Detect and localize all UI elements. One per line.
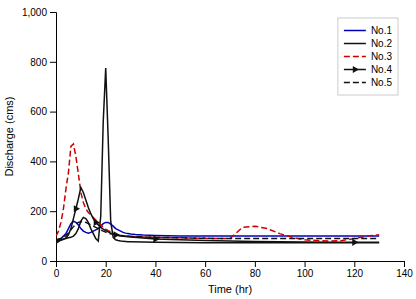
tick: 60 xyxy=(200,261,212,279)
marker xyxy=(74,205,80,212)
tick-label: 60 xyxy=(200,268,212,279)
axis-line xyxy=(50,13,57,262)
tick-mark xyxy=(106,261,107,267)
y-axis: 0 200 400 600 800 1,000 xyxy=(22,7,57,267)
tick-label: 600 xyxy=(30,106,47,117)
tick-mark xyxy=(354,261,355,267)
legend-box xyxy=(338,18,398,95)
tick: 800 xyxy=(30,57,56,68)
legend-marker xyxy=(353,66,359,73)
tick: 600 xyxy=(30,106,56,117)
tick: 1,000 xyxy=(22,7,56,18)
tick-label: 400 xyxy=(30,156,47,167)
tick: 80 xyxy=(250,261,262,279)
legend-label: No.4 xyxy=(371,64,393,75)
tick-mark xyxy=(50,12,56,13)
tick: 0 xyxy=(54,261,60,279)
tick-mark xyxy=(50,62,56,63)
tick-label: 1,000 xyxy=(22,7,47,18)
tick-mark xyxy=(50,261,56,262)
tick-mark xyxy=(205,261,206,267)
tick-mark xyxy=(50,161,56,162)
tick-label: 140 xyxy=(396,268,413,279)
tick: 120 xyxy=(346,261,363,279)
legend-label: No.5 xyxy=(371,77,393,88)
series-line xyxy=(56,188,379,243)
legend-swatch xyxy=(344,82,366,84)
tick-label: 120 xyxy=(346,268,363,279)
tick: 40 xyxy=(150,261,162,279)
x-axis: 0 20 40 60 80 100 120 140 xyxy=(54,261,414,279)
plot-area: 0 20 40 60 80 100 120 140 0 200 400 600 800 1,000 No.1… xyxy=(22,7,413,279)
tick-label: 100 xyxy=(297,268,314,279)
tick-mark xyxy=(305,261,306,267)
tick-label: 20 xyxy=(101,268,113,279)
marker xyxy=(94,219,100,226)
tick-label: 0 xyxy=(54,268,60,279)
tick: 100 xyxy=(297,261,314,279)
tick-label: 40 xyxy=(150,268,162,279)
legend-swatch xyxy=(344,56,366,58)
legend-label: No.2 xyxy=(371,38,393,49)
tick: 200 xyxy=(30,206,56,217)
legend-swatch xyxy=(344,30,366,32)
marker xyxy=(352,239,358,246)
legend-label: No.1 xyxy=(371,25,393,36)
series-line xyxy=(56,221,379,241)
x-axis-title: Time (hr) xyxy=(208,283,252,295)
tick-label: 80 xyxy=(250,268,262,279)
chart: 0 20 40 60 80 100 120 140 0 200 400 600 800 1,000 No.1… xyxy=(0,0,416,299)
series-line xyxy=(56,68,379,243)
tick-mark xyxy=(404,261,405,267)
series-line xyxy=(56,222,379,240)
legend-swatch xyxy=(344,43,366,45)
tick-mark xyxy=(255,261,256,267)
tick: 0 xyxy=(41,256,56,267)
tick-label: 200 xyxy=(30,206,47,217)
tick-mark xyxy=(50,211,56,212)
axis-line xyxy=(57,262,405,268)
tick-mark xyxy=(50,112,56,113)
series-group xyxy=(56,68,379,246)
tick-label: 800 xyxy=(30,57,47,68)
tick: 20 xyxy=(101,261,113,279)
legend-label: No.3 xyxy=(371,51,393,62)
tick-mark xyxy=(155,261,156,267)
legend: No.1 No.2 No.3 No.4 No.5 xyxy=(338,18,398,95)
tick: 400 xyxy=(30,156,56,167)
y-axis-title: Discharge (cms) xyxy=(3,96,15,176)
tick: 140 xyxy=(396,261,413,279)
tick-label: 0 xyxy=(41,256,47,267)
series-line xyxy=(56,144,379,241)
